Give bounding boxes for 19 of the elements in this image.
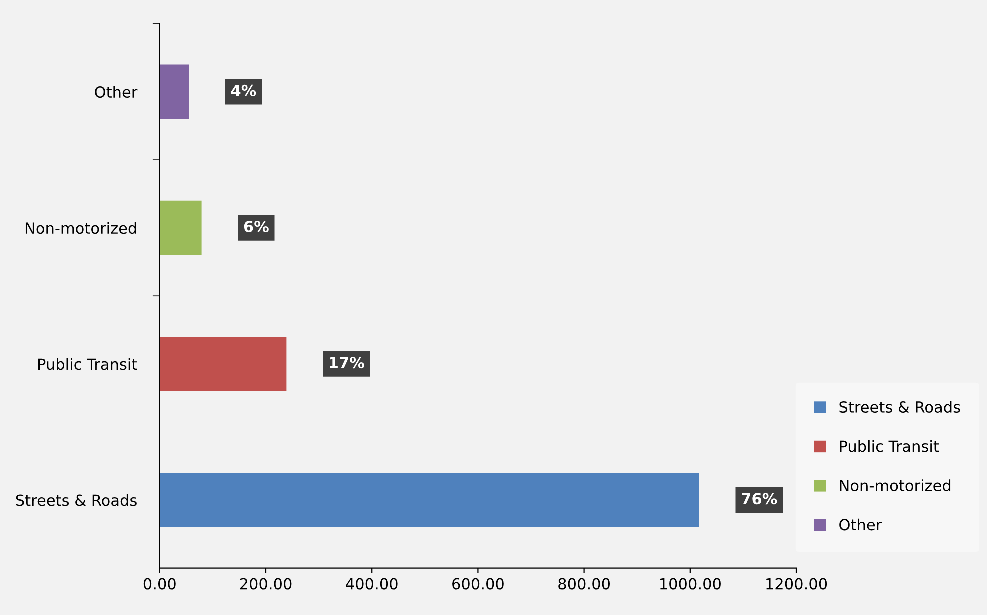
legend-label: Public Transit [840,440,940,452]
x-tick-label: 1200.00 [766,578,828,590]
legend-label: Other [840,518,882,531]
annotation: 4% [231,84,256,96]
x-tick-label: 400.00 [346,578,398,590]
y-tick-label: Non-motorized [26,222,136,234]
annotation: 17% [330,357,364,369]
x-tick-label: 200.00 [240,578,292,590]
x-tick-label: 1000.00 [660,578,721,590]
y-tick-label: Public Transit [38,358,138,370]
annotation: 76% [742,493,778,505]
x-tick-label: 600.00 [452,578,504,590]
x-tick-label: 800.00 [558,578,610,590]
x-tick-label: 0.00 [144,578,176,590]
legend-label: Non-motorized [840,480,951,492]
annotation: 6% [244,220,269,233]
legend-label: Streets & Roads [840,401,960,414]
y-tick-label: Other [95,86,138,98]
y-tick-label: Streets & Roads [16,494,137,506]
